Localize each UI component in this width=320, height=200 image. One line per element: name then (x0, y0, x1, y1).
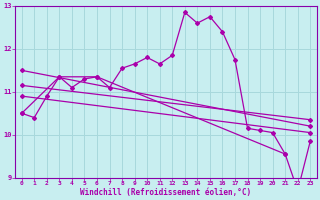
X-axis label: Windchill (Refroidissement éolien,°C): Windchill (Refroidissement éolien,°C) (80, 188, 252, 197)
